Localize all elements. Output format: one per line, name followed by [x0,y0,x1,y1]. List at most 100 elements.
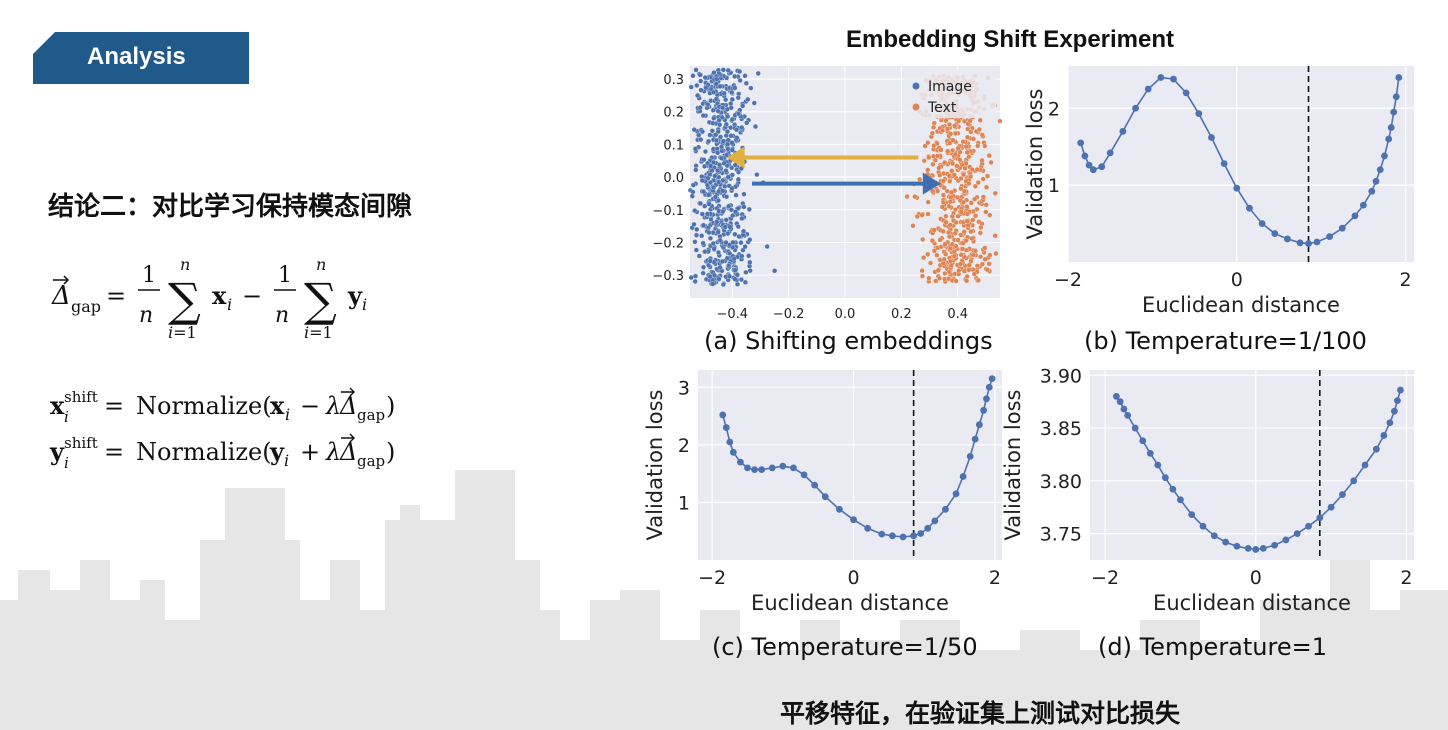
scatter-point-image [690,73,696,79]
scatter-point-image [743,269,749,275]
y-tick-label: 2 [1048,98,1060,120]
data-point [924,524,932,532]
scatter-point-image [724,114,731,120]
scatter-point-text [983,202,989,208]
scatter-point-image [713,132,719,138]
scatter-point-text [986,153,992,159]
svg-text:λ: λ [325,392,341,420]
scatter-point-text [934,153,941,159]
scatter-point-image [703,85,709,91]
data-point [1385,135,1393,143]
svg-text:−: − [300,392,320,420]
scatter-point-text [919,268,925,274]
scatter-point-image [692,146,699,152]
scatter-point-text [947,131,954,137]
scatter-point-text [927,260,934,266]
scatter-point-image [744,120,750,126]
scatter-point-text [969,167,975,173]
scatter-point-text [933,278,939,284]
scatter-point-text [964,134,971,140]
scatter-point-text [975,277,981,283]
y-tick-label: 3.85 [1040,418,1082,440]
scatter-point-text [925,167,931,173]
scatter-point-text [964,273,970,280]
scatter-point-image [707,235,714,241]
data-point [1106,149,1114,157]
data-point [1195,110,1203,118]
scatter-point-image [755,70,761,76]
svg-text:gap: gap [357,452,385,470]
scatter-point-text [948,189,954,195]
data-point [1246,204,1253,212]
scatter-point-text [983,209,989,215]
arrow-image-to-text-head [922,172,941,195]
scatter-point-image [711,70,717,76]
scatter-point-image [723,168,729,174]
scatter-point-text [940,199,946,205]
svg-text:+: + [300,438,320,466]
data-point [719,411,727,419]
scatter-point-image [729,89,735,95]
scatter-point-image [733,192,739,198]
svg-text:=: = [104,392,124,420]
data-point [985,383,993,391]
scatter-point-text [961,268,968,274]
scatter-point-text [977,230,983,236]
scatter-point-image [747,237,753,243]
x-tick-label: 0 [847,567,859,589]
svg-text:−: − [242,282,262,310]
y-tick-label: 3.90 [1040,366,1082,387]
chart-panel-b: −2 0 2 1 2 Euclidean distance Validation loss [1023,66,1414,317]
legend-label-image: Image [928,79,972,95]
scatter-point-image [698,87,704,93]
scatter-point-text [973,213,979,219]
scatter-point-image [719,105,725,111]
scatter-point-text [930,124,937,131]
data-point [729,448,737,456]
scatter-point-text [986,261,992,267]
scatter-point-image [737,68,743,75]
scatter-point-image [732,231,738,237]
scatter-point-text [968,129,974,135]
scatter-point-image [710,159,717,165]
scatter-point-image [694,82,700,89]
svg-text:Normalize(: Normalize( [136,392,272,420]
data-point [1282,536,1290,544]
scatter-point-image [748,85,754,91]
scatter-point-text [946,203,952,209]
caption-d: (d) Temperature=1 [1098,633,1327,661]
scatter-point-text [947,198,953,205]
scatter-point-image [707,179,714,186]
scatter-point-text [925,199,931,205]
scatter-point-text [966,262,972,268]
data-point [1284,235,1291,243]
data-point [1397,386,1404,394]
scatter-point-text [968,173,974,180]
y-tick-label: −0.1 [652,204,684,219]
scatter-point-image [734,281,741,287]
scatter-point-text [949,168,955,174]
scatter-point-image [702,149,709,155]
data-point [1220,160,1228,168]
scatter-point-image [702,203,708,209]
data-point [1182,89,1190,97]
scatter-point-text [987,212,993,218]
scatter-point-text [958,175,964,182]
scatter-point-text [954,194,961,200]
x-tick-label: 2 [1400,269,1412,291]
scatter-point-image [723,239,729,246]
scatter-point-text [940,192,946,198]
data-point [899,533,907,541]
data-point [1327,503,1335,511]
scatter-point-text [954,163,960,169]
scatter-point-image [716,179,722,185]
scatter-point-text [987,252,993,258]
scatter-point-image [691,221,697,227]
scatter-point-text [917,176,923,182]
svg-text:i: i [227,295,232,314]
scatter-point-text [948,262,954,268]
scatter-point-image [729,147,735,153]
scatter-point-text [956,268,962,274]
y-tick-label: 0.2 [663,106,684,121]
scatter-point-image [715,108,721,114]
